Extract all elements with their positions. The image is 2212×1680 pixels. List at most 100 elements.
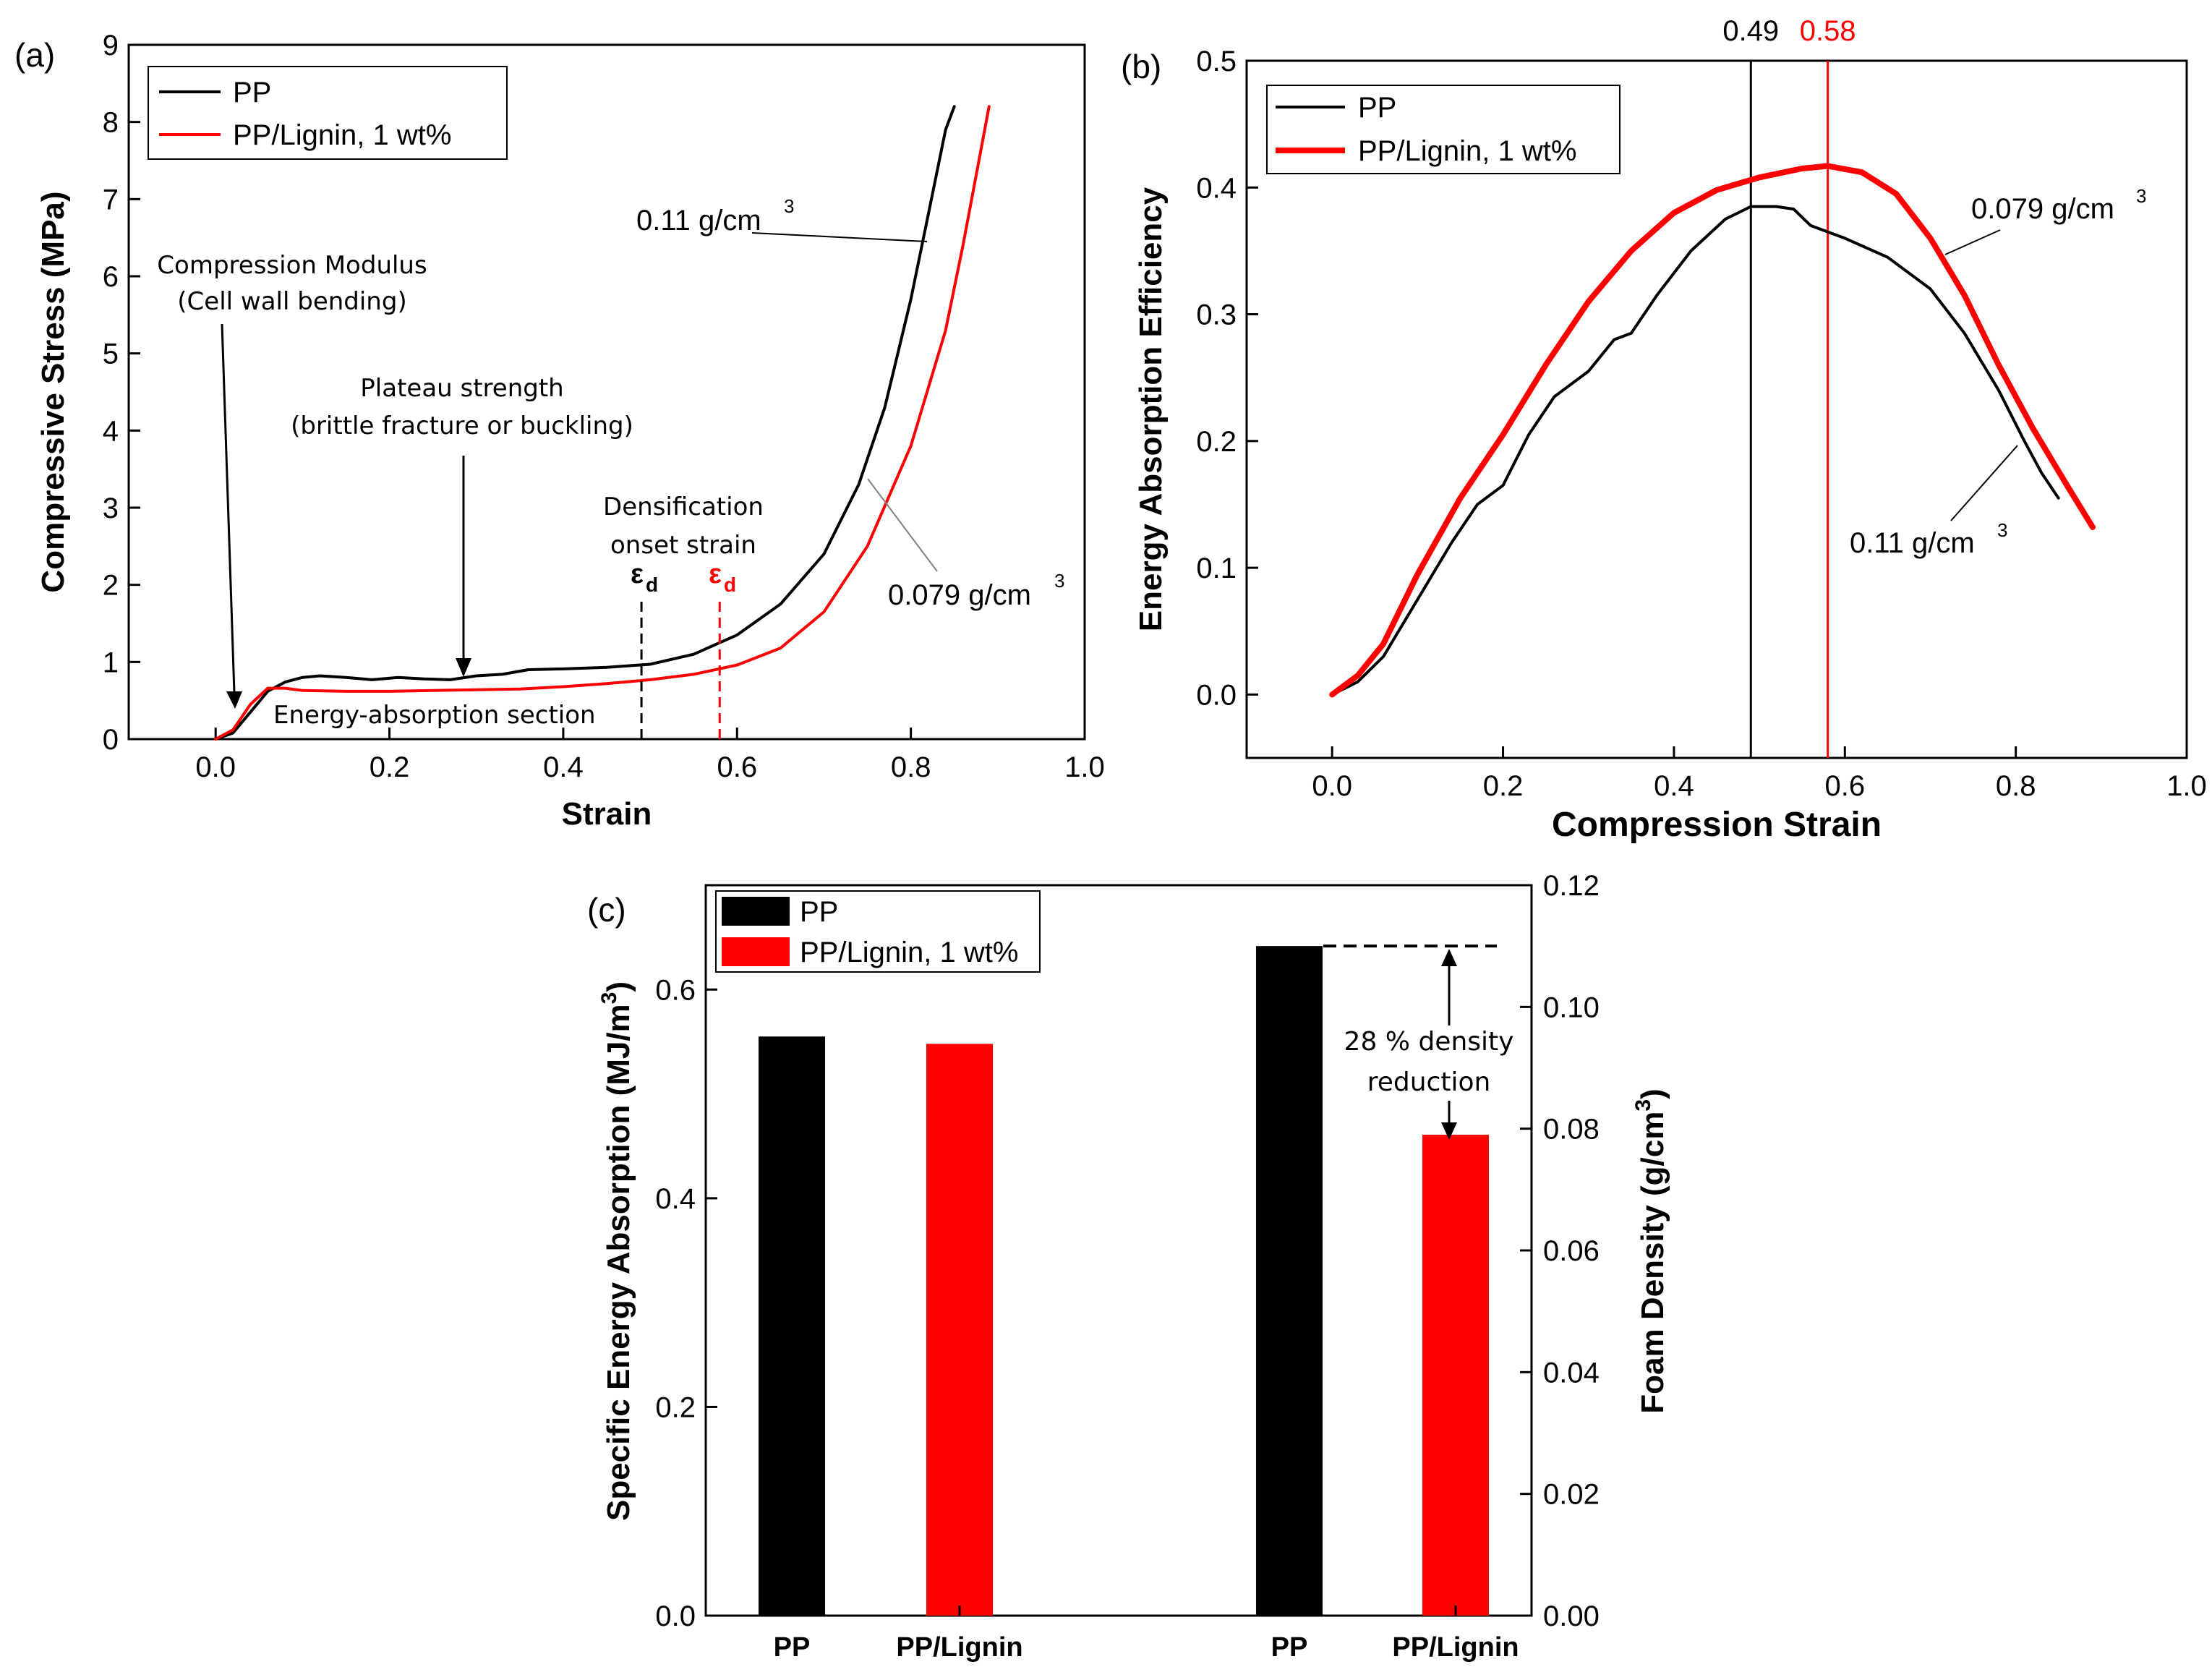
panel-c-bar-chart: (c) 0.0 0.2 0.4 0.6 0.00 0.02 0.04 0.06 0.08 0.1… — [587, 870, 1670, 1663]
panel-b-y-tick-label: 0.2 — [1196, 426, 1237, 458]
modulus-annotation-line1: Compression Modulus — [157, 251, 427, 280]
panel-a-y-axis: 0 1 2 3 4 5 6 7 8 9 — [103, 30, 140, 756]
panel-b-x-tick-label: 0.0 — [1312, 770, 1352, 802]
panel-c-left-title-close: ) — [601, 981, 636, 992]
eps-d-lignin-subscript: d — [724, 573, 736, 596]
density-lignin-a-superscript: 3 — [1054, 570, 1064, 592]
panel-a-x-tick-label: 0.4 — [543, 751, 584, 783]
panel-c-right-title-sup: 3 — [1631, 1099, 1655, 1112]
panel-b-top-tick-label: 0.58 — [1800, 15, 1856, 47]
eps-d-pp-symbol: ε — [631, 559, 644, 589]
panel-a-label: (a) — [14, 36, 55, 74]
panel-c-left-tick-label: 0.0 — [655, 1600, 696, 1632]
panel-b-x-axis: 0.0 0.2 0.4 0.6 0.8 1.0 — [1312, 746, 2207, 802]
panel-b-legend-label-lignin: PP/Lignin, 1 wt% — [1358, 135, 1576, 167]
panel-c-right-title-close: ) — [1635, 1088, 1670, 1099]
panel-b-x-tick-label: 0.6 — [1824, 770, 1865, 802]
panel-b-y-tick-label: 0.3 — [1196, 299, 1237, 331]
density-label-pp-a: 0.11 g/cm 3 — [636, 195, 794, 236]
panel-b-x-tick-label: 0.8 — [1996, 770, 2036, 802]
panel-c-bar-density-pp — [1256, 946, 1323, 1616]
panel-c-legend-label-pp: PP — [800, 896, 838, 928]
density-label-pp-b: 0.11 g/cm 3 — [1850, 519, 2007, 559]
eps-d-pp-subscript: d — [646, 573, 658, 596]
eps-d-lignin-symbol: ε — [709, 559, 722, 589]
panel-b-y-axis-title: Energy Absorption Efficiency — [1133, 187, 1169, 631]
eps-d-lignin-label: ε d — [709, 559, 736, 596]
panel-c-legend-label-lignin: PP/Lignin, 1 wt% — [800, 937, 1018, 968]
panel-c-left-axis: 0.0 0.2 0.4 0.6 — [655, 974, 717, 1632]
panel-c-right-tick-label: 0.02 — [1543, 1479, 1600, 1511]
energy-absorption-section-label: Energy-absorption section — [273, 701, 596, 730]
panel-c-left-title-sup: 3 — [597, 992, 621, 1005]
densification-annotation-line2: onset strain — [610, 531, 756, 560]
modulus-arrow-head — [226, 691, 242, 709]
panel-b-legend-label-pp: PP — [1358, 92, 1396, 124]
panel-a-x-tick-label: 0.2 — [370, 751, 410, 783]
panel-c-left-tick-label: 0.4 — [655, 1183, 696, 1215]
panel-a-y-tick-label: 3 — [103, 493, 119, 524]
panel-b-top-tick-label: 0.49 — [1722, 15, 1779, 47]
density-pp-a-text: 0.11 g/cm — [636, 205, 761, 236]
panel-c-left-title-main: Specific Energy Absorption (MJ/m — [601, 1004, 636, 1521]
panel-a-y-tick-label: 5 — [103, 338, 119, 370]
panel-c-right-axis-title: Foam Density (g/cm3) — [1631, 1088, 1670, 1413]
panel-c-category-label: PP — [1271, 1632, 1308, 1663]
panel-c-right-tick-label: 0.04 — [1543, 1357, 1600, 1389]
panel-a-y-tick-label: 0 — [103, 724, 119, 756]
panel-a-series-lignin — [214, 105, 991, 741]
density-label-lignin-a: 0.079 g/cm 3 — [888, 570, 1064, 611]
panel-a-legend-label-lignin: PP/Lignin, 1 wt% — [233, 119, 451, 151]
density-lignin-a-text: 0.079 g/cm — [888, 579, 1031, 611]
density-reduction-text-line2: reduction — [1367, 1067, 1491, 1097]
panel-b-x-tick-label: 1.0 — [2166, 770, 2207, 802]
panel-a-y-tick-label: 1 — [103, 647, 119, 678]
panel-b-y-tick-label: 0.1 — [1196, 553, 1237, 584]
panel-b-y-tick-label: 0.0 — [1196, 679, 1237, 711]
panel-b-x-tick-label: 0.2 — [1483, 770, 1524, 802]
panel-b-plot-frame — [1245, 59, 2188, 759]
panel-b-y-axis: 0.0 0.1 0.2 0.3 0.4 0.5 — [1196, 46, 1258, 711]
panel-a-y-tick-label: 9 — [103, 30, 119, 61]
panel-b-y-tick-label: 0.4 — [1196, 172, 1237, 204]
panel-c-right-tick-label: 0.10 — [1543, 992, 1600, 1023]
panel-c-left-axis-title-text: Specific Energy Absorption (MJ/m3) — [597, 981, 636, 1521]
panel-b-series-lignin — [1329, 163, 2096, 698]
panel-b-energy-efficiency-chart: (b) 0.0 0.2 0.4 0.6 0.8 1.0 0.00.10.20.30.40.… — [1121, 15, 2207, 844]
panel-b-y-tick-label: 0.5 — [1196, 46, 1237, 77]
panel-c-legend-swatch-pp — [722, 897, 790, 926]
panel-a-x-tick-label: 0.6 — [717, 751, 757, 783]
panel-c-bar-energy-pp — [759, 1036, 825, 1616]
panel-a-series-pp — [214, 105, 956, 741]
panel-a-legend: PP PP/Lignin, 1 wt% — [148, 66, 508, 160]
panel-c-category-label: PP/Lignin — [1392, 1632, 1519, 1663]
panel-c-category-label: PP/Lignin — [896, 1632, 1022, 1663]
panel-c-right-axis: 0.00 0.02 0.04 0.06 0.08 0.10 0.12 — [1520, 870, 1600, 1632]
panel-c-right-title-main: Foam Density (g/cm — [1635, 1112, 1670, 1414]
panel-a-legend-box — [148, 66, 508, 160]
panel-b-x-tick-label: 0.4 — [1654, 770, 1694, 802]
panel-a-x-axis: 0.0 0.2 0.4 0.6 0.8 1.0 — [195, 728, 1105, 783]
panel-c-legend: PP PP/Lignin, 1 wt% — [715, 890, 1041, 973]
density-reduction-text-line1: 28 % density — [1344, 1027, 1514, 1057]
panel-a-y-tick-label: 6 — [103, 261, 119, 293]
panel-c-bars — [759, 946, 1489, 1616]
panel-c-category-label: PP — [774, 1632, 811, 1663]
panel-c-label: (c) — [587, 891, 626, 929]
panel-a-x-tick-label: 0.8 — [891, 751, 931, 783]
modulus-annotation-line2: (Cell wall bending) — [177, 287, 406, 316]
panel-a-series — [214, 105, 991, 741]
panel-c-left-tick-label: 0.6 — [655, 974, 696, 1006]
panel-a-y-tick-label: 8 — [103, 107, 119, 139]
panel-a-legend-label-pp: PP — [233, 77, 271, 108]
densification-annotation-line1: Densification — [603, 493, 764, 521]
panel-c-right-tick-label: 0.00 — [1543, 1600, 1600, 1632]
panel-c-bar-energy-lignin — [926, 1044, 993, 1616]
density-pp-a-superscript: 3 — [784, 195, 794, 217]
panel-a-y-tick-label: 2 — [103, 570, 119, 602]
density-reduction-arrow-down-head — [1441, 1122, 1457, 1140]
panel-a-annotations: Compression Modulus (Cell wall bending) … — [157, 195, 1064, 739]
panel-c-right-tick-label: 0.06 — [1543, 1235, 1600, 1267]
panel-a-plot-frame — [127, 43, 1086, 741]
